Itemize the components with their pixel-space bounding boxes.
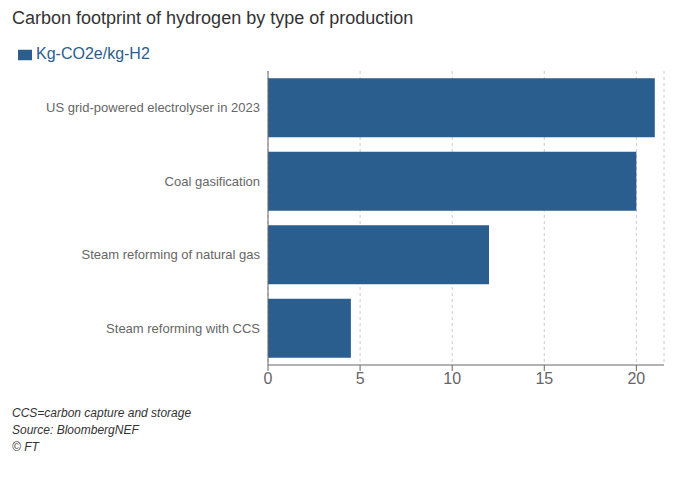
html-text:Kg-CO2e/kg-H2: Kg-CO2e/kg-H2 (36, 45, 150, 62)
html-text:CCS=carbon capture and storage: CCS=carbon capture and storage (12, 406, 192, 420)
svg-text:15: 15 (535, 370, 553, 387)
svg-text:Steam reforming of natural gas: Steam reforming of natural gas (82, 247, 261, 262)
svg-text:20: 20 (627, 370, 645, 387)
svg-text:Coal gasification: Coal gasification (165, 174, 260, 189)
svg-text:Steam reforming with CCS: Steam reforming with CCS (106, 321, 260, 336)
svg-text:0: 0 (264, 370, 273, 387)
html-text:Source: BloombergNEF: Source: BloombergNEF (12, 423, 139, 437)
svg-text:10: 10 (443, 370, 461, 387)
html-text:© FT: © FT (12, 440, 39, 454)
svg-text:5: 5 (356, 370, 365, 387)
html-text:Carbon footprint of hydrogen b: Carbon footprint of hydrogen by type of … (12, 8, 414, 28)
svg-text:US grid-powered electrolyser i: US grid-powered electrolyser in 2023 (46, 100, 260, 115)
